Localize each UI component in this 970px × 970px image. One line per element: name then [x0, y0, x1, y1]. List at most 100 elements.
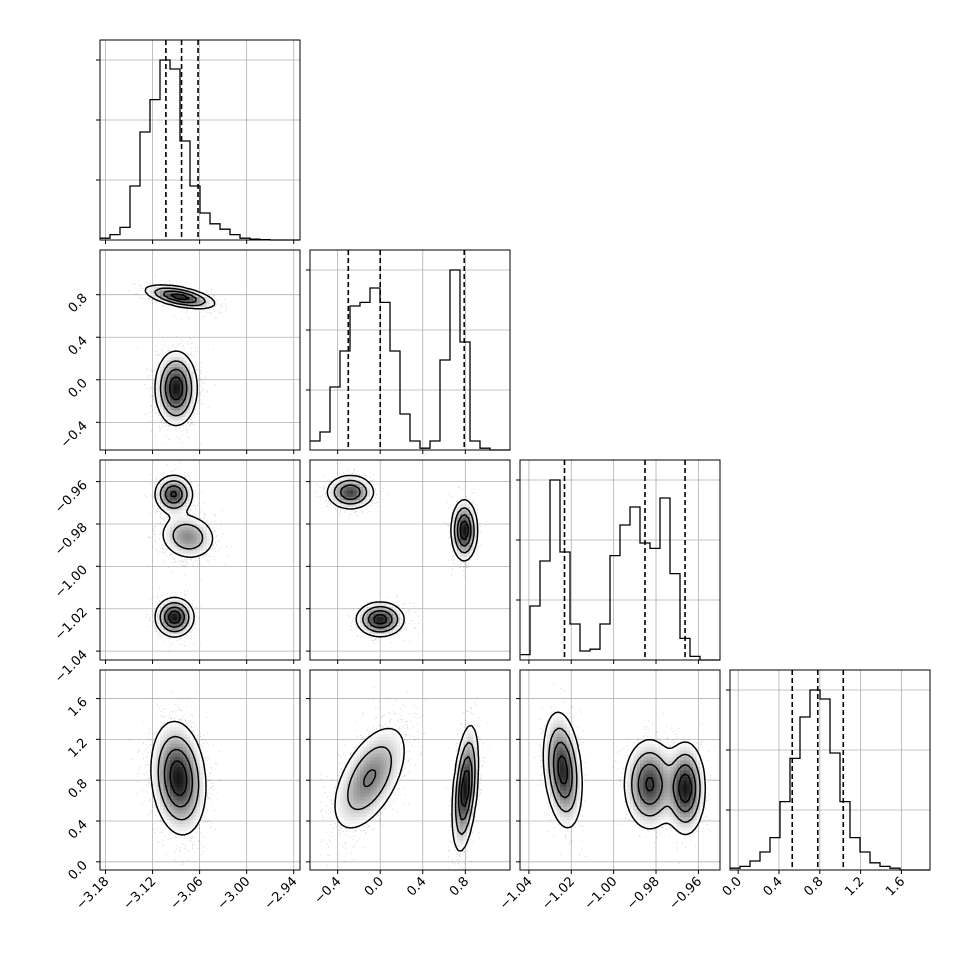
- density-cell: [390, 623, 394, 628]
- density-cell: [560, 776, 564, 781]
- density-cell: [206, 536, 211, 541]
- panel-frame: [309, 249, 511, 451]
- density-cell: [550, 803, 554, 808]
- y-tick-label: 1.6: [66, 695, 91, 720]
- density-cell: [666, 760, 671, 764]
- density-cell: [163, 370, 168, 374]
- density-cell: [163, 480, 168, 484]
- density-cell: [193, 746, 198, 751]
- density-cell: [686, 800, 691, 804]
- density-cell: [393, 753, 398, 758]
- density-cell: [160, 750, 164, 754]
- density-cell: [546, 733, 551, 738]
- density-cell: [386, 733, 391, 738]
- density-cell: [650, 746, 654, 751]
- density-cell: [470, 740, 474, 744]
- density-cell: [160, 736, 164, 741]
- density-cell: [560, 730, 564, 734]
- density-cell: [570, 746, 574, 751]
- density-cell: [156, 400, 161, 404]
- density-cell: [373, 626, 378, 631]
- density-cell: [400, 616, 404, 621]
- density-cell: [356, 620, 361, 624]
- density-cell: [543, 763, 548, 768]
- density-cell: [176, 533, 181, 538]
- density-cell: [390, 763, 394, 768]
- density-cell: [473, 533, 478, 538]
- density-cell: [556, 746, 561, 751]
- density-cell: [680, 800, 684, 804]
- density-cell: [656, 746, 661, 751]
- density-cell: [656, 756, 661, 761]
- density-cell: [183, 626, 188, 631]
- density-cell: [193, 390, 198, 394]
- density-cell: [196, 800, 201, 804]
- density-cell: [463, 800, 468, 804]
- density-cell: [166, 773, 171, 778]
- density-cell: [660, 820, 664, 824]
- density-cell: [373, 793, 378, 798]
- density-cell: [663, 780, 668, 784]
- density-cell: [166, 293, 171, 298]
- density-cell: [156, 790, 161, 794]
- x-tick-label: 0.4: [404, 874, 429, 899]
- density-cell: [383, 740, 388, 744]
- density-cell: [666, 806, 671, 811]
- density-cell: [176, 380, 181, 384]
- density-cell: [470, 750, 474, 754]
- density-cell: [186, 550, 191, 554]
- x-tick-label: 0.0: [362, 874, 387, 899]
- density-cell: [356, 773, 361, 778]
- density-cell: [643, 820, 648, 824]
- density-cell: [180, 730, 184, 734]
- density-cell: [463, 840, 468, 844]
- density-cell: [626, 800, 631, 804]
- density-cell: [156, 613, 161, 618]
- panel-frame: [519, 459, 721, 661]
- density-cell: [176, 526, 181, 531]
- density-cell: [166, 816, 171, 821]
- density-cell: [186, 520, 191, 524]
- density-cell: [370, 750, 374, 754]
- density-cell: [370, 790, 374, 794]
- density-cell: [363, 740, 368, 744]
- density-cell: [166, 533, 171, 538]
- density-cell: [166, 510, 171, 514]
- density-cell: [186, 540, 191, 544]
- density-cell: [390, 746, 394, 751]
- density-cell: [166, 766, 171, 771]
- density-cell: [160, 810, 164, 814]
- density-cell: [356, 770, 361, 774]
- density-cell: [370, 743, 374, 748]
- density-cell: [173, 746, 178, 751]
- density-cell: [456, 840, 461, 844]
- density-cell: [643, 803, 648, 808]
- density-cell: [193, 806, 198, 811]
- density-cell: [166, 723, 171, 728]
- density-cell: [390, 766, 394, 771]
- density-cell: [676, 793, 681, 798]
- density-cell: [363, 756, 368, 761]
- density-cell: [660, 813, 664, 818]
- density-cell: [670, 796, 674, 801]
- density-cell: [646, 810, 651, 814]
- density-cell: [180, 786, 184, 791]
- density-cell: [366, 493, 371, 498]
- density-cell: [166, 376, 171, 381]
- density-cell: [176, 386, 181, 391]
- density-cell: [153, 746, 158, 751]
- density-cell: [173, 533, 178, 538]
- x-tick-label: −0.98: [624, 874, 663, 913]
- y-tick-label: 0.8: [66, 776, 91, 801]
- density-cell: [196, 746, 201, 751]
- density-cell: [466, 826, 471, 831]
- density-cell: [166, 770, 171, 774]
- density-cell: [160, 290, 164, 294]
- density-cell: [696, 796, 701, 801]
- density-cell: [473, 540, 478, 544]
- density-cell: [650, 783, 654, 788]
- density-cell: [206, 540, 211, 544]
- density-cell: [366, 760, 371, 764]
- density-cell: [453, 823, 458, 828]
- density-cell: [553, 720, 558, 724]
